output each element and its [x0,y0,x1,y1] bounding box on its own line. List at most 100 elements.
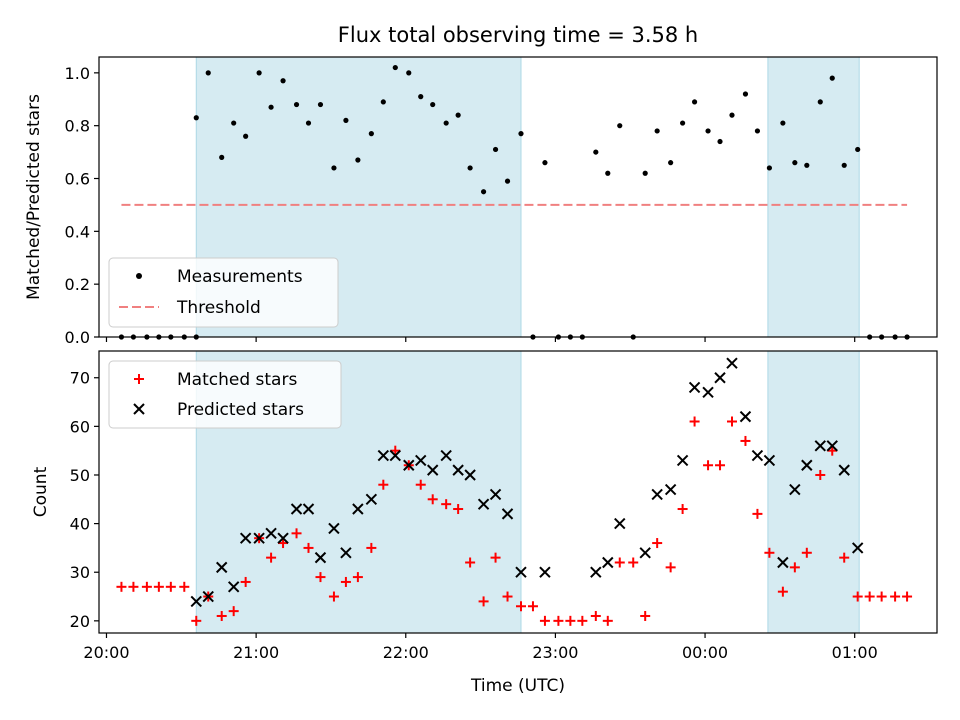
matched-point [366,542,377,553]
matched-point [291,528,302,539]
bottom-y-axis-label: Count [31,466,51,517]
y-tick-label: 0.6 [65,170,90,189]
measurement-point [205,70,211,76]
matched-point [890,591,901,602]
predicted-point [352,503,364,515]
matched-point [502,591,513,602]
predicted-point [539,566,551,578]
chart-title: Flux total observing time = 3.58 h [338,23,698,47]
measurement-point [193,115,199,121]
predicted-point [714,372,726,384]
matched-point [614,557,625,568]
measurement-point [219,154,225,160]
matched-point [777,586,788,597]
bottom-x-ticks: 20:00 21:00 22:00 23:00 00:00 01:00 [83,633,878,662]
matched-point [902,591,913,602]
predicted-point [265,527,277,540]
matched-point [352,572,363,583]
matched-point [876,591,887,602]
predicted-point [440,449,452,462]
matched-point [715,460,726,471]
measurement-point [455,112,461,118]
bottom-y-ticks: 20 30 40 50 60 70 [70,369,99,631]
measurement-point [331,165,337,171]
measurement-point [642,170,648,176]
predicted-point [216,561,228,574]
predicted-point [340,547,352,559]
predicted-point [838,464,850,476]
measurement-point [355,157,361,163]
y-tick-label: 30 [70,563,90,582]
measurement-point [492,146,499,153]
measurement-point [343,117,349,123]
matched-point [128,581,139,592]
y-tick-label: 0.4 [65,222,90,241]
predicted-point [239,532,252,544]
predicted-star-points [190,357,864,608]
predicted-point [328,522,340,535]
predicted-point [515,566,527,578]
matched-point [303,542,314,553]
bottom-shaded-regions [195,350,860,634]
y-tick-label: 0.2 [65,275,90,294]
matched-point [565,615,576,626]
matched-point [165,581,176,592]
predicted-point [190,595,202,608]
predicted-point [202,590,214,603]
predicted-point [826,440,838,452]
measurement-point [804,162,810,168]
matched-point [602,615,613,626]
predicted-point [739,410,752,423]
measurement-point [668,160,674,166]
top-panel: 0.0 0.2 0.4 0.6 0.8 1.0 Matched/Predicted sta… [24,56,938,347]
matched-point [216,610,227,621]
x-tick-label: 01:00 [832,643,878,662]
measurement-point [430,101,436,108]
matched-point [801,547,812,558]
legend-predicted-label: Predicted stars [177,400,304,420]
legend-measurements-marker [136,273,142,279]
matched-point [628,557,639,568]
matched-point [415,479,426,490]
measurement-point [829,75,835,81]
matched-point [652,538,663,549]
predicted-point [801,459,813,471]
predicted-point [314,551,327,564]
predicted-point [651,488,663,501]
measurement-point [654,128,660,134]
matched-point [427,494,438,505]
y-tick-label: 1.0 [65,64,90,83]
legend-threshold-label: Threshold [176,298,261,318]
legend-matched-marker [134,374,144,384]
predicted-point [277,532,289,544]
matched-point [703,460,714,471]
matched-point [390,445,401,456]
measurement-point [392,64,398,71]
predicted-point [726,357,738,369]
y-tick-label: 70 [70,369,90,388]
matched-point [441,499,452,510]
measurement-point [504,178,511,184]
predicted-point [676,454,689,467]
measurement-point [305,120,312,126]
measurement-point [766,165,773,171]
matched-point [228,606,239,617]
matched-point [764,547,775,558]
measurement-point [691,99,698,105]
top-legend-box [108,257,339,328]
matched-point [240,576,251,587]
measurement-point [855,146,861,153]
predicted-point [253,532,265,544]
predicted-point [590,566,602,578]
matched-point [553,615,564,626]
matched-point [839,552,850,563]
top-axes-frame [98,56,938,338]
predicted-point [763,454,776,467]
measurement-point [380,99,386,105]
y-tick-label: 0.0 [65,328,90,347]
matched-point [677,504,688,515]
legend-matched-label: Matched stars [177,370,297,390]
predicted-point [477,498,490,510]
matched-point [328,591,339,602]
